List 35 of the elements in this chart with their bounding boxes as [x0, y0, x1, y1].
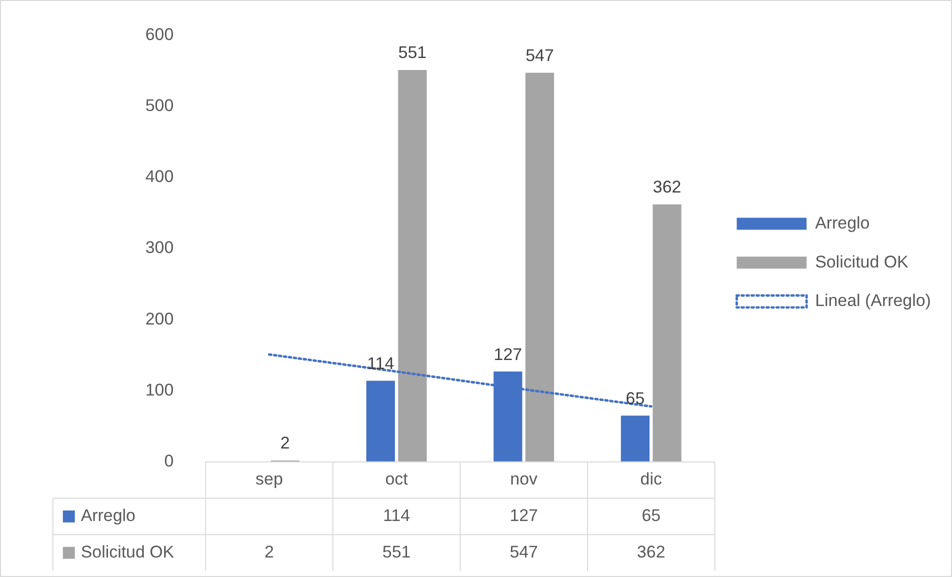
data-label: 547: [510, 542, 538, 562]
bar: [525, 72, 554, 462]
data-label: 362: [636, 542, 666, 562]
legend-label: Lineal (Arreglo): [815, 291, 931, 310]
y-tick-label: 400: [145, 167, 174, 186]
text: 65: [626, 388, 645, 408]
y-tick-label: 100: [145, 380, 174, 400]
x-tick-label: dic: [640, 470, 662, 489]
data-label: 127: [510, 506, 538, 526]
text: 114: [367, 354, 394, 374]
legend-label: Solicitud OK: [80, 542, 175, 562]
y-tick-label: 300: [145, 238, 174, 258]
x-tick-label: oct: [385, 470, 408, 489]
legend-label: Arreglo: [815, 213, 870, 232]
text: 2: [280, 434, 290, 453]
y-tick-label: 0: [164, 452, 174, 471]
data-label: 551: [382, 542, 411, 562]
bar: [366, 380, 395, 462]
bar: [620, 416, 650, 462]
bar: [652, 204, 682, 462]
y-tick-label: 500: [145, 96, 174, 115]
text: 362: [652, 178, 682, 197]
x-tick-label: nov: [510, 470, 538, 489]
x-tick-label: sep: [256, 470, 283, 489]
data-label: 2: [264, 542, 274, 562]
bar: [398, 70, 427, 462]
text: 551: [398, 43, 427, 62]
y-tick-label: 200: [145, 309, 174, 328]
text: Solicitud OK: [815, 252, 908, 272]
text: 127: [494, 344, 522, 364]
data-label: 114: [383, 506, 410, 526]
y-tick-label: 600: [145, 24, 174, 44]
text: 547: [526, 46, 554, 66]
text: Arreglo: [80, 506, 136, 526]
data-label: 65: [642, 506, 661, 526]
